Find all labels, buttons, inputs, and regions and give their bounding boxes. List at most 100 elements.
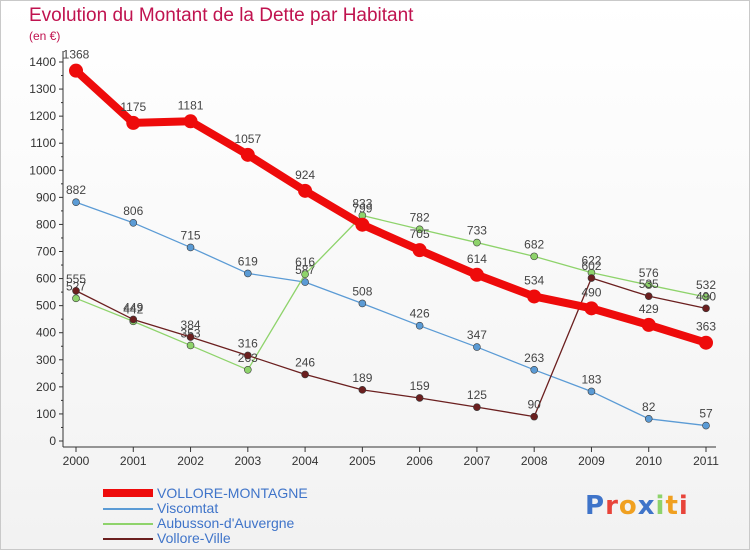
- data-point-viscomtat: [587, 387, 596, 396]
- y-tick-label: 400: [36, 326, 56, 340]
- data-point-aubusson-d-auvergne: [702, 293, 710, 301]
- x-tick-label: 2009: [578, 454, 605, 468]
- data-label-vollore-montagne: 614: [467, 252, 487, 266]
- data-label-viscomtat: 587: [295, 263, 315, 277]
- legend-swatch-vollore-montagne: [103, 489, 153, 497]
- data-label-vollore-ville: 555: [66, 272, 86, 286]
- data-point-aubusson-d-auvergne: [415, 225, 424, 234]
- data-point-aubusson-d-auvergne: [301, 270, 309, 279]
- data-point-vollore-ville: [702, 304, 710, 313]
- legend-swatch-vollore-ville: [103, 538, 153, 540]
- data-point-viscomtat: [644, 415, 653, 423]
- data-label-viscomtat: 882: [66, 183, 86, 197]
- data-point-vollore-montagne: [699, 335, 713, 350]
- data-point-vollore-ville: [358, 386, 367, 394]
- data-label-vollore-ville: 449: [123, 300, 143, 314]
- data-point-vollore-ville: [301, 370, 309, 379]
- series-line-vollore-montagne: [73, 67, 708, 347]
- y-tick-label: 500: [36, 299, 56, 313]
- data-point-vollore-ville: [644, 292, 653, 300]
- series-line-vollore-ville: [75, 277, 707, 418]
- data-label-vollore-ville: 316: [238, 336, 258, 350]
- data-label-viscomtat: 263: [524, 351, 544, 365]
- x-tick-label: 2010: [635, 454, 662, 468]
- data-label-vollore-ville: 159: [410, 379, 430, 393]
- data-label-vollore-montagne: 429: [639, 302, 659, 316]
- legend-label: VOLLORE-MONTAGNE: [157, 485, 308, 501]
- data-point-vollore-montagne: [126, 115, 141, 130]
- data-label-aubusson-d-auvergne: 576: [639, 266, 659, 280]
- data-label-viscomtat: 82: [642, 400, 656, 414]
- data-point-vollore-ville: [530, 412, 538, 421]
- data-point-aubusson-d-auvergne: [530, 252, 538, 261]
- data-label-vollore-montagne: 1175: [120, 100, 146, 114]
- x-tick-label: 2000: [63, 454, 90, 468]
- data-label-vollore-montagne: 924: [295, 168, 315, 182]
- data-point-viscomtat: [72, 198, 80, 207]
- data-label-aubusson-d-auvergne: 622: [581, 254, 601, 268]
- x-tick-label: 2004: [292, 454, 319, 468]
- data-label-vollore-montagne: 1057: [234, 132, 261, 146]
- data-label-aubusson-d-auvergne: 833: [352, 196, 372, 210]
- data-point-vollore-ville: [587, 274, 596, 282]
- data-point-vollore-ville: [129, 315, 138, 324]
- data-point-aubusson-d-auvergne: [72, 294, 80, 303]
- data-label-vollore-montagne: 534: [524, 273, 544, 287]
- data-label-vollore-montagne: 1181: [178, 98, 204, 112]
- legend-label: Vollore-Ville: [157, 530, 231, 546]
- chart-title: Evolution du Montant de la Dette par Hab…: [29, 5, 414, 26]
- data-point-vollore-montagne: [240, 147, 255, 162]
- data-point-vollore-ville: [473, 403, 481, 411]
- data-point-vollore-montagne: [469, 267, 484, 282]
- data-point-viscomtat: [473, 343, 481, 351]
- data-point-vollore-ville: [186, 333, 195, 341]
- x-tick-label: 2007: [464, 454, 491, 468]
- data-point-vollore-ville: [415, 394, 424, 402]
- data-label-aubusson-d-auvergne: 682: [524, 237, 544, 251]
- legend-swatch-viscomtat: [103, 508, 153, 510]
- legend-label: Aubusson-d'Auvergne: [157, 515, 295, 531]
- y-tick-label: 1400: [29, 55, 56, 69]
- proxiti-logo: Proxiti: [585, 491, 689, 521]
- y-tick-label: 800: [36, 217, 56, 231]
- data-point-vollore-montagne: [641, 317, 656, 332]
- data-point-vollore-montagne: [183, 114, 198, 129]
- data-point-vollore-montagne: [584, 301, 599, 316]
- data-label-viscomtat: 426: [410, 307, 430, 321]
- data-label-aubusson-d-auvergne: 782: [410, 210, 430, 224]
- x-tick-label: 2005: [349, 454, 376, 468]
- data-point-aubusson-d-auvergne: [186, 341, 195, 350]
- data-point-vollore-montagne: [527, 289, 542, 304]
- y-tick-label: 1300: [29, 82, 56, 96]
- data-label-vollore-ville: 90: [528, 398, 542, 412]
- data-point-vollore-montagne: [355, 217, 370, 232]
- data-label-aubusson-d-auvergne: 527: [66, 279, 86, 293]
- data-label-viscomtat: 183: [581, 372, 601, 386]
- data-label-aubusson-d-auvergne: 442: [123, 302, 143, 316]
- data-label-vollore-montagne: 799: [352, 202, 372, 216]
- y-tick-label: 1200: [29, 109, 56, 123]
- chart-unit: (en €): [29, 29, 61, 43]
- data-point-viscomtat: [301, 278, 309, 286]
- y-tick-label: 1000: [29, 163, 56, 177]
- x-tick-label: 2008: [521, 454, 548, 468]
- data-label-aubusson-d-auvergne: 532: [696, 278, 716, 292]
- data-label-vollore-montagne: 490: [581, 285, 601, 299]
- x-tick-label: 2006: [406, 454, 433, 468]
- data-label-viscomtat: 619: [238, 254, 258, 268]
- data-label-viscomtat: 347: [467, 328, 487, 342]
- data-point-viscomtat: [415, 321, 424, 330]
- x-tick-label: 2001: [120, 454, 147, 468]
- data-point-aubusson-d-auvergne: [473, 238, 481, 247]
- data-point-aubusson-d-auvergne: [244, 366, 252, 374]
- data-label-vollore-montagne: 363: [696, 320, 716, 334]
- data-label-vollore-ville: 535: [639, 277, 659, 291]
- data-point-vollore-ville: [244, 351, 252, 360]
- x-tick-label: 2011: [693, 454, 719, 468]
- y-tick-label: 900: [36, 190, 56, 204]
- data-label-vollore-montagne: 1368: [63, 48, 90, 62]
- data-point-viscomtat: [244, 269, 252, 278]
- data-point-vollore-montagne: [298, 183, 313, 198]
- y-tick-label: 600: [36, 272, 56, 286]
